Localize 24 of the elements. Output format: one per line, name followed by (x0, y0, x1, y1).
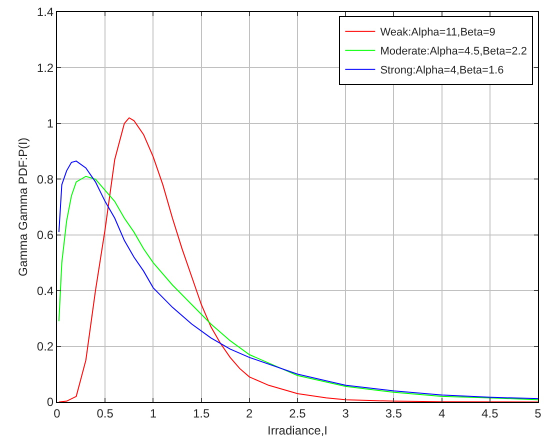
y-tick-label: 1.2 (36, 60, 54, 75)
x-tick-label: 5 (534, 406, 542, 420)
y-axis-title: Gamma Gamma PDF:P(I) (16, 138, 30, 276)
x-tick-label: 4 (438, 406, 446, 420)
y-tick-label: 1.4 (36, 5, 54, 20)
x-tick-label: 1 (150, 406, 157, 420)
x-tick-label: 3.5 (385, 406, 402, 420)
y-tick-label: 0.8 (36, 172, 54, 186)
x-tick-label: 3 (342, 406, 350, 420)
x-tick-label: 0.5 (96, 406, 114, 420)
y-tick-label: 1 (46, 116, 54, 131)
legend-label: Moderate:Alpha=4.5,Beta=2.2 (380, 46, 527, 58)
y-tick-label: 0.2 (36, 339, 54, 354)
legend-label: Strong:Alpha=4,Beta=1.6 (380, 64, 504, 77)
y-tick-label: 0 (46, 395, 54, 410)
y-tick-label: 0.4 (36, 284, 54, 298)
x-tick-label: 1.5 (192, 406, 210, 420)
line-series (58, 117, 538, 402)
legend-label: Weak:Alpha=11,Beta=9 (380, 26, 496, 39)
y-tick-label: 0.6 (36, 228, 54, 242)
x-axis-title: Irradiance,I (267, 423, 328, 438)
x-tick-label: 2 (246, 406, 254, 420)
x-tick-label: 2.5 (289, 406, 306, 420)
x-tick-label: 4.5 (482, 406, 499, 420)
